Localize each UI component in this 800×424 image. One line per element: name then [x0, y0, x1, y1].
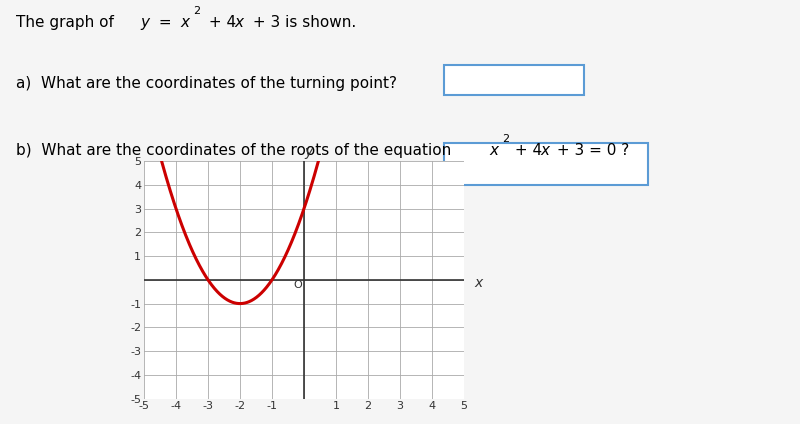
Text: x: x	[474, 276, 482, 290]
FancyBboxPatch shape	[444, 143, 648, 185]
FancyBboxPatch shape	[444, 65, 584, 95]
Text: a)  What are the coordinates of the turning point?: a) What are the coordinates of the turni…	[16, 76, 397, 91]
Text: The graph of: The graph of	[16, 15, 118, 30]
Text: x: x	[540, 143, 549, 158]
Text: + 4: + 4	[204, 15, 236, 30]
Text: =: =	[154, 15, 177, 30]
Text: y: y	[305, 145, 313, 159]
Text: 2: 2	[194, 6, 201, 16]
Text: b)  What are the coordinates of the roots of the equation: b) What are the coordinates of the roots…	[16, 143, 456, 158]
Text: O: O	[294, 280, 302, 290]
Text: + 3 = 0 ?: + 3 = 0 ?	[552, 143, 630, 158]
Text: + 3 is shown.: + 3 is shown.	[248, 15, 356, 30]
Text: x: x	[234, 15, 243, 30]
Text: x: x	[180, 15, 189, 30]
Text: x: x	[490, 143, 498, 158]
Text: + 4: + 4	[510, 143, 542, 158]
Text: 2: 2	[502, 134, 510, 144]
Text: y: y	[140, 15, 149, 30]
